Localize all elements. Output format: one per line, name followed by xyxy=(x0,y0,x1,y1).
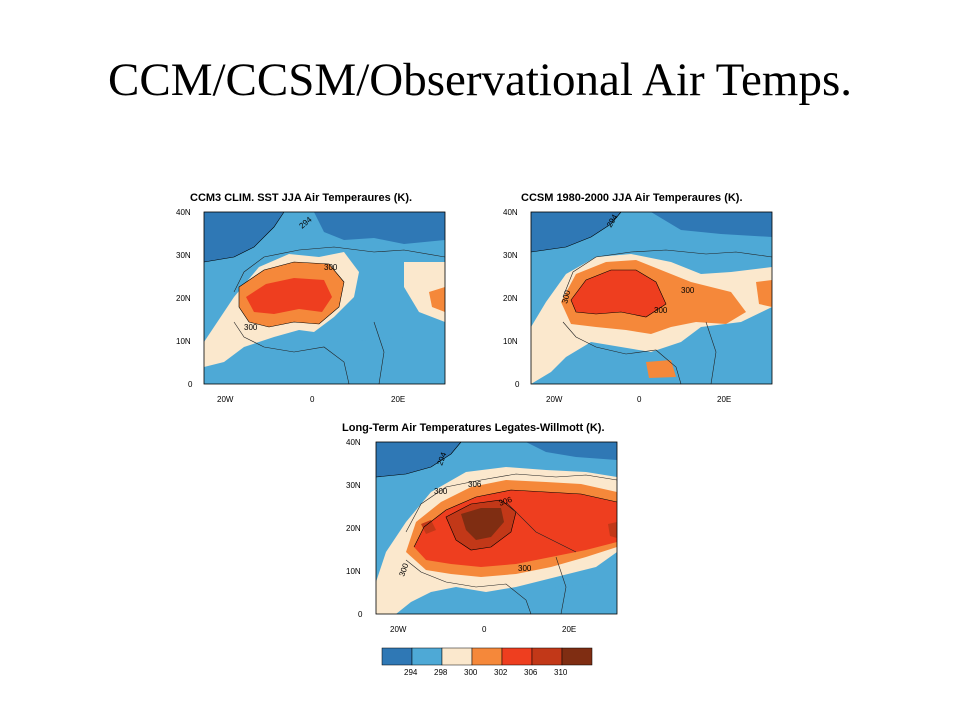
ccm3-cold-region xyxy=(204,212,284,262)
lw-very-hot-region xyxy=(608,522,617,538)
ccsm-lat-tick: 10N xyxy=(503,337,518,346)
ccsm-cold-region xyxy=(531,212,621,252)
ccsm-hot-region xyxy=(571,270,666,317)
colorbar-label: 298 xyxy=(434,668,448,677)
lw-lat-tick: 0 xyxy=(358,610,363,619)
ccm3-lon-tick: 20E xyxy=(391,395,405,404)
colorbar-svg: 294 298 300 302 306 310 xyxy=(381,647,593,677)
colorbar-swatch xyxy=(411,647,443,666)
lw-cold-region xyxy=(526,442,617,460)
ccsm-contour-line xyxy=(570,269,667,318)
colorbar-label: 310 xyxy=(554,668,568,677)
ccm3-map-svg: CCM3 CLIM. SST JJA Air Temperaures (K). … xyxy=(176,192,446,404)
ccsm-lat-tick: 0 xyxy=(515,380,520,389)
colorbar-swatch xyxy=(381,647,413,666)
ccsm-warm-region xyxy=(756,280,772,307)
lw-extreme-region xyxy=(461,508,504,540)
ccsm-map-title: CCSM 1980-2000 JJA Air Temperaures (K). xyxy=(521,192,743,204)
lw-contour-label: 300 xyxy=(397,562,410,578)
ccsm-contour-label: 300 xyxy=(654,306,668,315)
lw-contour-line xyxy=(445,499,517,551)
lw-contour-label: 306 xyxy=(498,495,514,508)
lw-contour-label: 294 xyxy=(435,451,448,467)
lw-lat-tick: 30N xyxy=(346,481,361,490)
colorbar-swatch xyxy=(501,647,533,666)
ccsm-contour-label: 300 xyxy=(560,289,572,305)
ccm3-coastline xyxy=(233,246,446,385)
ccm3-map-title: CCM3 CLIM. SST JJA Air Temperaures (K). xyxy=(190,192,412,204)
ccm3-lat-tick: 10N xyxy=(176,337,191,346)
colorbar-label: 300 xyxy=(464,668,478,677)
lw-contour-label: 306 xyxy=(468,480,482,489)
ccm3-contour-line xyxy=(238,261,345,328)
ccm3-contour-label: 300 xyxy=(244,323,258,332)
ccsm-lat-tick: 30N xyxy=(503,251,518,260)
colorbar-swatch xyxy=(561,647,593,666)
slide-title: CCM/CCSM/Observational Air Temps. xyxy=(108,54,852,106)
ccsm-map-panel: CCSM 1980-2000 JJA Air Temperaures (K). … xyxy=(497,188,787,408)
ccsm-contour-line xyxy=(530,211,622,253)
lw-lat-tick: 40N xyxy=(346,438,361,447)
colorbar-swatch xyxy=(441,647,473,666)
ccm3-contour-label: 300 xyxy=(324,263,338,272)
ccsm-coastline xyxy=(562,249,773,385)
lw-very-hot-region xyxy=(421,520,436,534)
legates-willmott-map-svg: Long-Term Air Temperatures Legates-Willm… xyxy=(342,422,618,634)
colorbar-panel: 294 298 300 302 306 310 xyxy=(380,647,600,680)
ccm3-hot-region xyxy=(246,278,332,314)
ccsm-map-svg: CCSM 1980-2000 JJA Air Temperaures (K). … xyxy=(503,192,773,404)
lw-lon-tick: 0 xyxy=(482,625,487,634)
lw-lat-tick: 20N xyxy=(346,524,361,533)
ccsm-plot-frame xyxy=(530,211,773,385)
ccsm-lon-tick: 20E xyxy=(717,395,731,404)
ccm3-lat-tick: 0 xyxy=(188,380,193,389)
ccm3-contour-line xyxy=(203,211,285,263)
ccsm-lat-tick: 20N xyxy=(503,294,518,303)
ccm3-lat-tick: 30N xyxy=(176,251,191,260)
lw-plot-frame xyxy=(375,441,618,615)
lw-cold-region xyxy=(376,442,461,477)
ccm3-lat-tick: 40N xyxy=(176,208,191,217)
ccsm-lon-tick: 0 xyxy=(637,395,642,404)
ccm3-plot-frame xyxy=(203,211,446,385)
colorbar-swatch xyxy=(471,647,503,666)
ccm3-lat-tick: 20N xyxy=(176,294,191,303)
lw-lon-tick: 20W xyxy=(390,625,407,634)
ccsm-lon-tick: 20W xyxy=(546,395,563,404)
colorbar-label: 294 xyxy=(404,668,418,677)
legates-willmott-map-panel: Long-Term Air Temperatures Legates-Willm… xyxy=(340,418,630,640)
ccm3-warm-region xyxy=(429,287,445,312)
lw-cool-land xyxy=(486,582,617,614)
ccm3-lon-tick: 0 xyxy=(310,395,315,404)
ccm3-map-panel: CCM3 CLIM. SST JJA Air Temperaures (K). … xyxy=(170,188,455,408)
lw-contour-line xyxy=(375,441,462,478)
lw-lat-tick: 10N xyxy=(346,567,361,576)
lw-contour-label: 300 xyxy=(434,487,448,496)
lw-contour-line xyxy=(413,489,618,548)
lw-lon-tick: 20E xyxy=(562,625,576,634)
legates-willmott-map-title: Long-Term Air Temperatures Legates-Willm… xyxy=(342,422,605,434)
ccm3-cool-land xyxy=(204,332,445,384)
lw-coastline xyxy=(405,473,618,615)
ccsm-lat-tick: 40N xyxy=(503,208,518,217)
colorbar-label: 306 xyxy=(524,668,538,677)
ccm3-lon-tick: 20W xyxy=(217,395,234,404)
ccsm-contour-label: 300 xyxy=(681,286,695,295)
colorbar-swatch xyxy=(531,647,563,666)
ccsm-cold-region xyxy=(651,212,772,237)
ccm3-cold-region xyxy=(314,212,445,244)
lw-contour-label: 300 xyxy=(518,564,532,573)
colorbar-label: 302 xyxy=(494,668,508,677)
ccsm-warm-region xyxy=(646,360,676,378)
